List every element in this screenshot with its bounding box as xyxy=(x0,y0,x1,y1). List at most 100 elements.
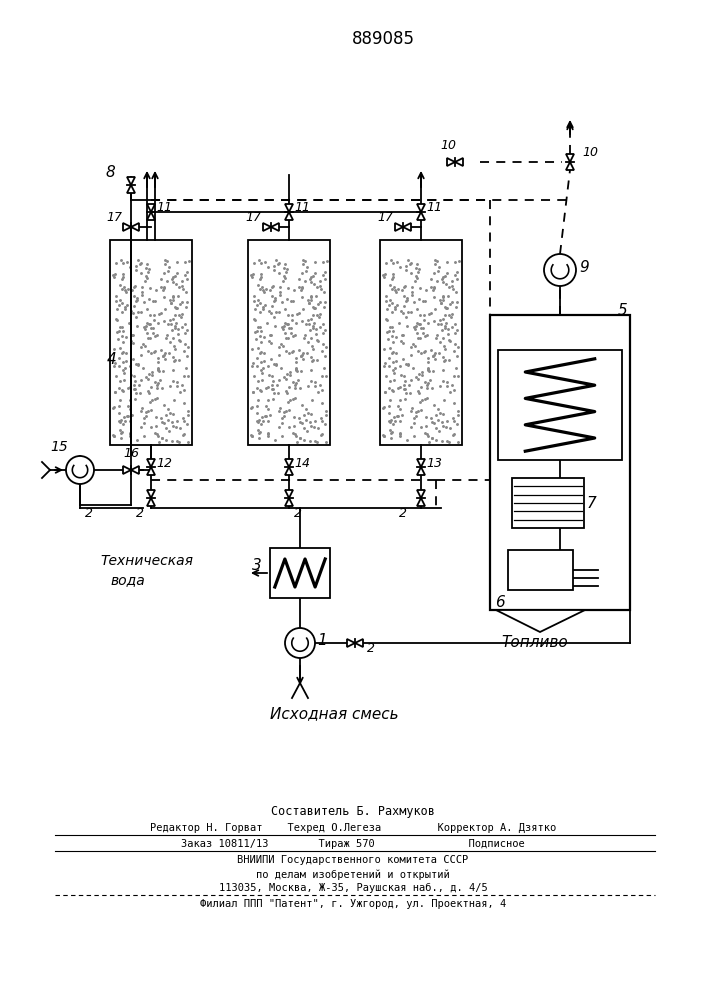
Point xyxy=(113,323,124,339)
Point xyxy=(285,320,296,336)
Point xyxy=(146,402,157,418)
Point xyxy=(252,277,264,293)
Point xyxy=(160,407,172,423)
Point xyxy=(156,271,167,287)
Text: 4: 4 xyxy=(107,352,117,367)
Point xyxy=(124,413,135,429)
Point xyxy=(399,368,410,384)
Point xyxy=(118,334,129,350)
Point xyxy=(163,412,174,428)
Point xyxy=(273,419,284,435)
Point xyxy=(262,426,274,442)
Point xyxy=(145,316,156,332)
Point xyxy=(437,311,448,327)
Point xyxy=(294,279,305,295)
Point xyxy=(107,427,119,443)
Point xyxy=(154,372,165,388)
Point xyxy=(303,292,314,308)
Point xyxy=(450,316,461,332)
Point xyxy=(418,325,429,341)
Point xyxy=(422,315,433,331)
Point xyxy=(107,267,118,283)
Point xyxy=(253,430,264,446)
Point xyxy=(423,306,435,322)
Point xyxy=(115,430,126,446)
Point xyxy=(291,315,302,331)
Point xyxy=(291,375,302,391)
Point xyxy=(426,380,438,396)
Point xyxy=(397,335,409,351)
Point xyxy=(253,412,264,428)
Point xyxy=(384,292,395,308)
Point xyxy=(127,327,139,343)
Point xyxy=(158,279,170,295)
Point xyxy=(141,256,153,272)
Point xyxy=(305,311,317,327)
Polygon shape xyxy=(285,490,293,498)
Point xyxy=(385,252,397,268)
Point xyxy=(421,380,433,396)
Point xyxy=(443,352,455,368)
Point xyxy=(440,307,451,323)
Point xyxy=(392,281,403,297)
Point xyxy=(264,327,276,343)
Point xyxy=(176,294,187,310)
Point xyxy=(378,428,390,444)
Point xyxy=(141,369,152,385)
Point xyxy=(115,412,127,428)
Point xyxy=(424,372,436,388)
Bar xyxy=(512,478,584,528)
Point xyxy=(153,375,164,391)
Point xyxy=(302,312,313,328)
Point xyxy=(283,379,294,395)
Point xyxy=(255,295,266,311)
Point xyxy=(268,373,279,389)
Point xyxy=(426,279,437,295)
Point xyxy=(390,360,401,376)
Point xyxy=(305,292,317,308)
Point xyxy=(153,354,164,370)
Point xyxy=(284,392,296,408)
Point xyxy=(384,380,395,396)
Point xyxy=(319,284,330,300)
Point xyxy=(246,341,257,357)
Point xyxy=(291,354,302,370)
Text: 3: 3 xyxy=(252,558,262,573)
Point xyxy=(166,271,177,287)
Point xyxy=(119,301,131,317)
Point xyxy=(431,330,442,346)
Point xyxy=(267,278,279,294)
Point xyxy=(426,342,437,358)
Point xyxy=(311,332,322,348)
Point xyxy=(400,373,411,389)
Point xyxy=(378,269,390,285)
Point xyxy=(180,254,191,270)
Point xyxy=(431,253,443,269)
Point xyxy=(388,409,399,425)
Point xyxy=(250,312,261,328)
Point xyxy=(387,383,398,399)
Point xyxy=(402,292,413,308)
Point xyxy=(296,363,307,379)
Point xyxy=(264,407,276,423)
Point xyxy=(443,326,454,342)
Text: 15: 15 xyxy=(50,440,68,454)
Point xyxy=(129,391,141,407)
Point xyxy=(450,299,462,315)
Bar xyxy=(490,315,630,610)
Point xyxy=(436,433,448,449)
Point xyxy=(386,424,397,440)
Point xyxy=(176,306,187,322)
Point xyxy=(139,321,151,337)
Point xyxy=(277,415,288,431)
Point xyxy=(418,307,429,323)
Point xyxy=(137,336,148,352)
Point xyxy=(255,382,266,398)
Text: 12: 12 xyxy=(156,457,172,470)
Point xyxy=(156,410,167,426)
Point xyxy=(176,309,187,325)
Point xyxy=(149,391,160,407)
Point xyxy=(245,427,257,443)
Point xyxy=(383,323,395,339)
Point xyxy=(280,270,291,286)
